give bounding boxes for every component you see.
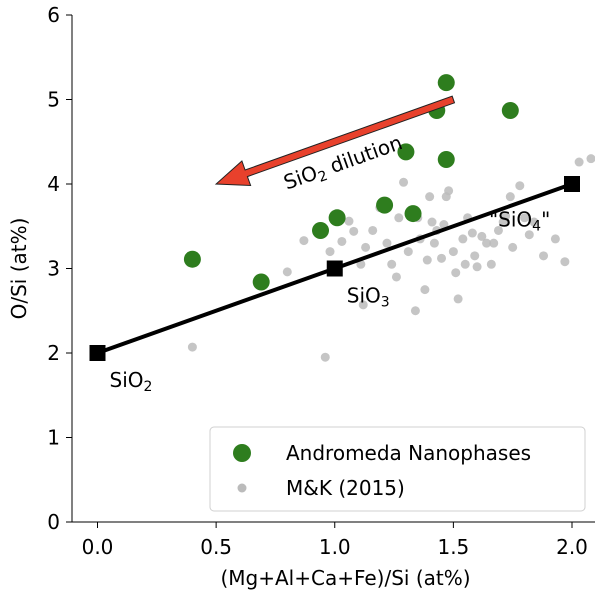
sio4-label-pre: ": [489, 207, 498, 231]
mk-data-point: [489, 238, 499, 248]
legend-label: Andromeda Nanophases: [286, 441, 531, 465]
y-tick-label: 1: [47, 426, 60, 450]
mk-data-point: [382, 238, 392, 248]
y-tick-label: 4: [47, 172, 60, 196]
sio4-label: "SiO4": [489, 207, 550, 234]
mk-data-point: [422, 255, 432, 265]
mk-data-point: [451, 268, 461, 278]
mk-data-point: [574, 157, 584, 167]
sio3-label: SiO3: [347, 284, 390, 311]
y-tick-label: 6: [47, 3, 60, 27]
y-tick-label: 2: [47, 341, 60, 365]
mk-data-point: [505, 192, 515, 202]
andromeda-data-point: [404, 205, 422, 223]
mk-data-point: [486, 259, 496, 269]
mk-data-point: [358, 300, 368, 310]
sio3-label-sub: 3: [381, 294, 390, 310]
mk-data-point: [361, 242, 371, 252]
sio2-label-base: SiO: [110, 368, 144, 392]
x-tick-label: 0.0: [82, 535, 114, 559]
y-axis-label: O/Si (at%): [7, 218, 31, 320]
mk-data-point: [282, 267, 292, 277]
mk-data-point: [501, 211, 511, 221]
mk-data-point: [325, 247, 335, 257]
andromeda-data-point: [252, 273, 270, 291]
sio2-label: SiO2: [110, 368, 153, 395]
mk-data-point: [429, 238, 439, 248]
mk-data-point: [187, 342, 197, 352]
reference-square-marker: [564, 176, 580, 192]
mk-data-point: [337, 236, 347, 246]
andromeda-data-point: [183, 250, 201, 268]
mk-data-point: [394, 213, 404, 223]
mk-data-point: [460, 259, 470, 269]
mk-data-point: [425, 192, 435, 202]
mk-data-point: [427, 217, 437, 227]
mk-data-point: [420, 285, 430, 295]
mk-data-point: [482, 238, 492, 248]
x-tick-label: 0.5: [200, 535, 232, 559]
mk-data-point: [344, 216, 354, 226]
reference-square-marker: [89, 345, 106, 361]
sio2-label-sub: 2: [144, 379, 153, 395]
mk-data-point: [391, 272, 401, 282]
y-tick-label: 3: [47, 257, 60, 281]
y-tick-label: 0: [47, 510, 60, 534]
mk-data-point: [586, 154, 595, 164]
mk-data-point: [437, 253, 447, 263]
x-tick-label: 2.0: [556, 535, 588, 559]
andromeda-data-point: [437, 150, 455, 168]
mk-data-point: [320, 352, 330, 362]
x-tick-label: 1.5: [437, 535, 469, 559]
mk-data-point: [399, 177, 409, 187]
y-tick-label: 5: [47, 88, 60, 112]
mk-data-point: [550, 234, 560, 244]
mk-data-point: [472, 262, 482, 272]
reference-square-marker: [326, 260, 343, 277]
dilution-arrow: [214, 95, 456, 187]
sio4-label-base: SiO: [498, 207, 532, 231]
mk-data-point: [448, 247, 458, 257]
mk-data-point: [470, 251, 480, 261]
andromeda-data-point: [501, 101, 519, 119]
sio4-label-post: ": [541, 207, 550, 231]
mk-data-point: [493, 225, 503, 235]
mk-data-point: [299, 236, 309, 246]
mk-data-point: [467, 228, 477, 238]
mk-data-point: [387, 259, 397, 269]
mk-data-point: [520, 213, 530, 223]
mk-data-point: [403, 247, 413, 257]
andromeda-data-point: [376, 196, 394, 214]
mk-data-point: [368, 225, 378, 235]
mk-data-point: [453, 294, 463, 304]
mk-data-point: [477, 231, 487, 241]
mk-data-point: [508, 242, 518, 252]
andromeda-data-point: [312, 221, 330, 239]
legend-label: M&K (2015): [286, 476, 405, 500]
x-tick-label: 1.0: [319, 535, 351, 559]
legend-box: [209, 426, 586, 512]
mk-data-point: [539, 251, 549, 261]
mk-data-point: [349, 226, 359, 236]
mk-data-point: [410, 306, 420, 316]
dilution-label-post: dilution: [321, 130, 406, 180]
andromeda-data-point: [328, 209, 346, 227]
mk-data-point: [560, 257, 570, 267]
andromeda-data-point: [397, 143, 415, 161]
mk-data-point: [524, 230, 534, 240]
legend-marker-andromeda: [233, 444, 251, 462]
x-axis-label: (Mg+Al+Ca+Fe)/Si (at%): [220, 566, 470, 590]
mk-data-point: [515, 181, 525, 191]
sio3-label-base: SiO: [347, 284, 381, 308]
legend-marker-mk: [237, 483, 247, 493]
sio4-label-sub: 4: [532, 218, 541, 234]
mk-data-point: [529, 217, 539, 227]
andromeda-data-point: [437, 74, 455, 92]
mk-data-point: [458, 234, 468, 244]
dilution-label-base: SiO: [280, 160, 320, 194]
mk-data-point: [444, 186, 454, 196]
